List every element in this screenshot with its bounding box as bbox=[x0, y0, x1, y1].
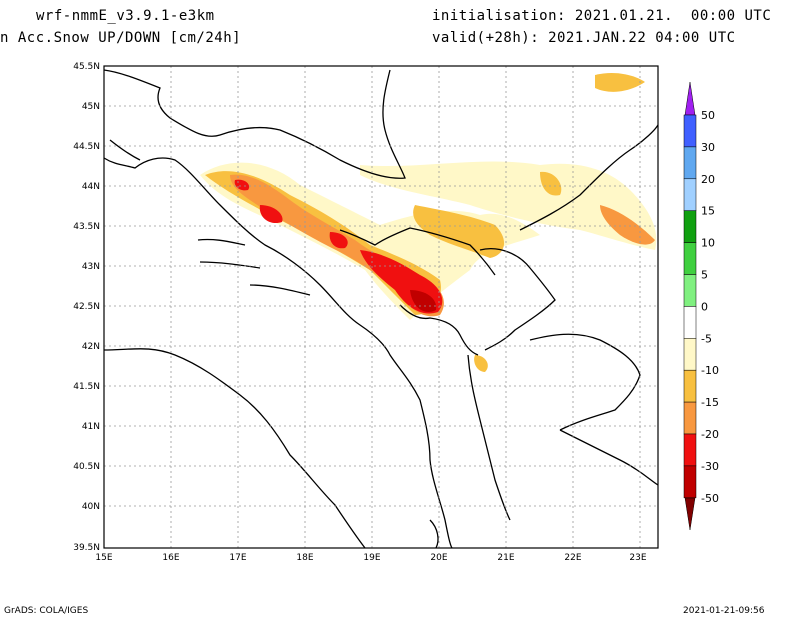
lat-label: 44.5N bbox=[73, 142, 100, 152]
init-time: initialisation: 2021.01.21. 00:00 UTC bbox=[432, 8, 772, 24]
legend-tick-label: -5 bbox=[701, 332, 712, 345]
lat-label: 43N bbox=[82, 262, 100, 272]
lon-labels: 15E 16E 17E 18E 19E 20E 21E 22E 23E bbox=[95, 553, 646, 563]
snow-moderate-patch bbox=[540, 171, 562, 196]
greece-border bbox=[559, 429, 659, 486]
snow-extreme-core bbox=[410, 290, 437, 312]
legend-color-box bbox=[683, 433, 697, 467]
snow-very-heavy-1 bbox=[259, 205, 283, 224]
lat-label: 42N bbox=[82, 342, 100, 352]
snow-north-patch bbox=[595, 72, 645, 92]
legend-tick-label: 30 bbox=[701, 141, 715, 154]
kosovo-border bbox=[479, 248, 556, 351]
albania-border bbox=[467, 354, 511, 521]
lon-label: 15E bbox=[95, 553, 112, 563]
model-title: wrf-nmmE_v3.9.1-e3km bbox=[36, 8, 215, 24]
snow-south-patch bbox=[474, 355, 488, 372]
variable-title: n Acc.Snow UP/DOWN [cm/24h] bbox=[0, 30, 242, 46]
croatia-border bbox=[103, 69, 406, 179]
lon-label: 17E bbox=[229, 553, 246, 563]
bosnia-border bbox=[339, 227, 496, 276]
legend-top-arrow bbox=[684, 81, 696, 116]
lon-label: 18E bbox=[296, 553, 313, 563]
legend-tick-label: -50 bbox=[701, 492, 719, 505]
gridlines bbox=[104, 66, 658, 548]
legend-tick-label: 0 bbox=[701, 300, 708, 313]
legend-tick-label: 10 bbox=[701, 237, 715, 250]
lat-label: 41N bbox=[82, 422, 100, 432]
lat-label: 44N bbox=[82, 182, 100, 192]
legend-color-box bbox=[683, 369, 697, 403]
lon-label: 23E bbox=[629, 553, 646, 563]
valid-time: valid(+28h): 2021.JAN.22 04:00 UTC bbox=[432, 30, 736, 46]
legend-color-box bbox=[683, 274, 697, 307]
lat-label: 42.5N bbox=[73, 302, 100, 312]
serbia-border bbox=[519, 124, 659, 231]
lat-label: 40N bbox=[82, 502, 100, 512]
legend-tick-label: -15 bbox=[701, 396, 719, 409]
footer-credit: GrADS: COLA/IGES bbox=[4, 606, 89, 616]
lon-label: 22E bbox=[564, 553, 581, 563]
legend-color-box bbox=[683, 306, 697, 339]
lat-label: 41.5N bbox=[73, 382, 100, 392]
legend-color-box bbox=[683, 242, 697, 275]
snow-very-heavy-3 bbox=[329, 232, 348, 249]
lat-label: 45N bbox=[82, 102, 100, 112]
legend-color-box bbox=[683, 178, 697, 211]
lon-label: 16E bbox=[162, 553, 179, 563]
legend-tick-label: 50 bbox=[701, 109, 715, 122]
snow-heavy-east bbox=[600, 205, 655, 245]
macedonia-border bbox=[529, 333, 641, 431]
adriatic-coast bbox=[103, 157, 453, 549]
lat-labels: 45.5N 45N 44.5N 44N 43.5N 43N 42.5N 42N … bbox=[73, 62, 100, 553]
snow-field bbox=[200, 72, 657, 372]
corfu-coast bbox=[429, 519, 439, 549]
footer-timestamp: 2021-01-21-09:56 bbox=[683, 606, 765, 616]
lat-label: 43.5N bbox=[73, 222, 100, 232]
lon-label: 20E bbox=[430, 553, 447, 563]
islands bbox=[109, 139, 311, 296]
legend-color-box bbox=[683, 146, 697, 180]
legend-tick-label: 15 bbox=[701, 205, 715, 218]
legend-color-box bbox=[683, 114, 697, 148]
legend-bottom-arrow bbox=[684, 497, 696, 531]
lat-label: 40.5N bbox=[73, 462, 100, 472]
legend-tick-label: -20 bbox=[701, 428, 719, 441]
legend-tick-label: -30 bbox=[701, 460, 719, 473]
legend-tick-label: 5 bbox=[701, 269, 708, 282]
lat-label: 45.5N bbox=[73, 62, 100, 72]
map-frame bbox=[103, 65, 659, 549]
snow-moderate-east bbox=[413, 205, 505, 258]
legend-color-box bbox=[683, 401, 697, 435]
lat-label: 39.5N bbox=[73, 543, 100, 553]
italian-coast bbox=[103, 348, 366, 549]
snow-light-area-east bbox=[360, 161, 657, 250]
montenegro-border bbox=[399, 304, 479, 356]
legend-color-box bbox=[683, 210, 697, 243]
lon-label: 21E bbox=[497, 553, 514, 563]
legend-tick-label: 20 bbox=[701, 173, 715, 186]
legend-color-box bbox=[683, 338, 697, 371]
legend-color-box bbox=[683, 465, 697, 499]
lon-label: 19E bbox=[363, 553, 380, 563]
legend-tick-label: -10 bbox=[701, 364, 719, 377]
coastlines-borders bbox=[103, 69, 659, 549]
